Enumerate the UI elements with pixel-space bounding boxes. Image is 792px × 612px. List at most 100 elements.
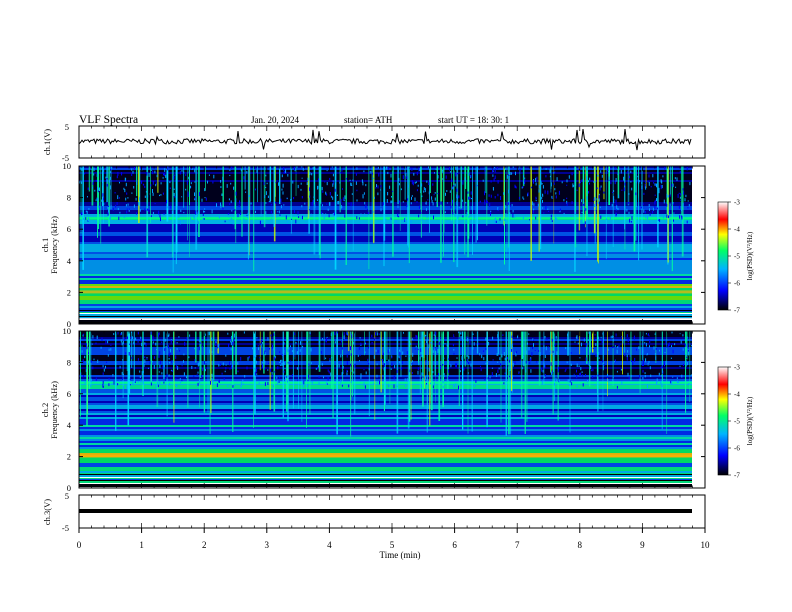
spec-speckle <box>495 220 497 223</box>
spec-speckle <box>672 349 674 354</box>
spec-speckle <box>467 372 469 374</box>
spec-speckle <box>158 332 160 335</box>
spec-speckle <box>135 212 137 215</box>
spec-speckle <box>211 373 213 377</box>
spec-speckle <box>410 219 412 224</box>
spec-speckle <box>483 357 485 361</box>
spec-speckle <box>615 203 617 206</box>
spec-speckle <box>511 343 513 348</box>
spec-speckle <box>325 191 327 195</box>
spec-speckle <box>567 379 569 383</box>
spec-band <box>79 282 692 284</box>
spec-speckle <box>133 220 135 222</box>
spec-speckle <box>117 383 119 386</box>
spec-speckle <box>489 376 491 379</box>
spec-sferic <box>102 166 104 207</box>
spec-speckle <box>434 197 436 201</box>
spec-sferic <box>200 331 202 378</box>
spec-speckle <box>127 203 129 206</box>
spec-speckle <box>158 333 160 337</box>
spec-speckle <box>552 197 554 199</box>
spec-speckle <box>181 196 183 198</box>
spec-speckle <box>183 171 185 174</box>
spec-speckle <box>393 375 395 380</box>
spec-speckle <box>532 346 533 350</box>
spec-speckle <box>553 172 555 174</box>
spec-speckle <box>386 166 387 170</box>
spec-speckle <box>598 336 600 340</box>
spec-speckle <box>365 342 366 345</box>
spec-speckle <box>626 356 628 361</box>
spec-speckle <box>550 182 552 187</box>
spec-band <box>79 425 692 427</box>
spec-speckle <box>193 375 195 378</box>
spec-speckle <box>137 331 139 335</box>
spec-band <box>79 306 692 308</box>
spec-speckle <box>159 360 161 365</box>
spec-speckle <box>338 363 340 368</box>
spec-speckle <box>687 362 688 366</box>
spec-speckle <box>576 189 578 191</box>
spec-speckle <box>308 363 310 367</box>
colorbar-ch2-bar <box>717 366 729 476</box>
spec-speckle <box>446 202 448 204</box>
spec-speckle <box>624 352 626 357</box>
spec-sferic <box>596 331 599 372</box>
spec-speckle <box>614 359 616 363</box>
spec-speckle <box>311 172 313 176</box>
spec-speckle <box>630 170 632 174</box>
spec-sferic <box>384 331 386 405</box>
spec-speckle <box>97 197 99 202</box>
spec-speckle <box>398 215 400 218</box>
spec-sferic <box>538 166 540 252</box>
spec-sferic <box>205 166 206 191</box>
spec-speckle <box>331 356 333 359</box>
spec-speckle <box>621 381 623 385</box>
xtick-label: 5 <box>390 540 395 550</box>
spec-speckle <box>415 181 417 184</box>
spec-speckle <box>633 335 635 340</box>
colorbar-ch1-label: log(PSD)(V²/Hz) <box>746 231 754 280</box>
spec-speckle <box>594 197 596 199</box>
spec-speckle <box>688 351 689 356</box>
spec-band <box>79 204 692 206</box>
spec-speckle <box>107 205 109 207</box>
spec-speckle <box>288 347 290 350</box>
spec-speckle <box>109 171 111 173</box>
spec-speckle <box>663 378 665 380</box>
spec-speckle <box>212 181 214 184</box>
spec-speckle <box>457 215 459 219</box>
spec-speckle <box>136 182 138 186</box>
spec-speckle <box>262 362 264 364</box>
spec-speckle <box>138 202 140 206</box>
spec-speckle <box>274 201 276 204</box>
spec-speckle <box>197 210 199 215</box>
spec-speckle <box>166 373 168 378</box>
ytick-label: 0 <box>67 483 71 493</box>
spec-blank <box>692 166 705 324</box>
spec-speckle <box>275 377 277 380</box>
spec-speckle <box>326 170 328 172</box>
spec-speckle <box>531 352 533 356</box>
spec-sferic <box>467 166 470 239</box>
spec-speckle <box>630 374 632 378</box>
spec-speckle <box>459 385 461 387</box>
spec-speckle <box>575 336 577 339</box>
spec-speckle <box>586 167 588 171</box>
spec-speckle <box>266 182 268 185</box>
spec-speckle <box>683 191 685 195</box>
spec-speckle <box>428 166 429 169</box>
spec-speckle <box>391 362 393 367</box>
spec-sferic <box>507 331 510 435</box>
spec-speckle <box>99 187 100 192</box>
spec-speckle <box>152 192 154 196</box>
spec-speckle <box>650 185 652 188</box>
spec-speckle <box>194 359 196 362</box>
spec-speckle <box>269 348 270 350</box>
xtick-label: 6 <box>452 540 457 550</box>
spec-speckle <box>433 194 435 196</box>
spec-band <box>79 260 692 262</box>
spec-speckle <box>318 382 320 385</box>
spec-speckle <box>123 337 125 341</box>
